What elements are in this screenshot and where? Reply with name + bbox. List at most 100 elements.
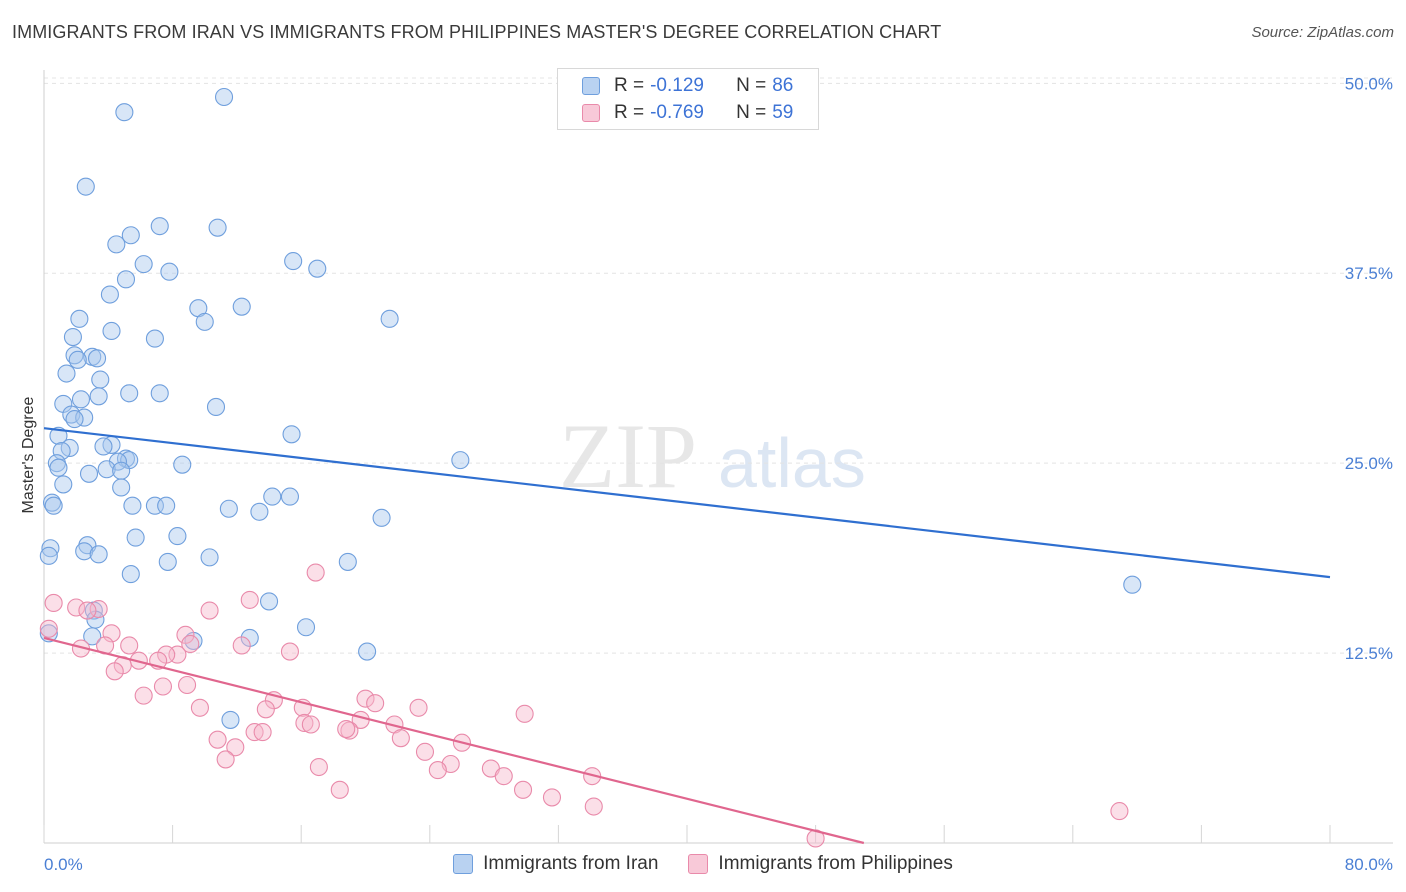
- point-philippines: [176, 625, 195, 644]
- point-iran: [116, 270, 136, 289]
- point-philippines: [409, 698, 428, 717]
- point-iran: [107, 235, 126, 254]
- trendline-iran: [43, 427, 1331, 579]
- point-philippines: [44, 593, 63, 612]
- point-iran: [380, 309, 399, 328]
- point-philippines: [542, 788, 562, 807]
- axis-ticks: 12.5% 25.0% 37.5% 50.0% 0.0% 80.0%: [43, 74, 1393, 874]
- y-axis-label: Master's Degree: [20, 396, 37, 513]
- point-philippines: [1110, 802, 1129, 821]
- point-iran: [41, 539, 60, 558]
- point-iran: [1123, 575, 1142, 594]
- point-iran: [112, 461, 131, 480]
- watermark-zip: ZIP: [559, 405, 697, 507]
- point-philippines: [208, 730, 227, 749]
- point-iran: [150, 217, 169, 236]
- point-philippines: [256, 700, 275, 719]
- point-iran: [123, 496, 142, 515]
- point-iran: [195, 312, 214, 331]
- legend-label-philippines: Immigrants from Philippines: [718, 853, 953, 874]
- point-iran: [280, 487, 299, 506]
- point-iran: [121, 565, 140, 584]
- series-iran-points: [39, 87, 1142, 729]
- point-iran: [134, 255, 153, 274]
- point-iran: [173, 455, 192, 474]
- point-philippines: [301, 715, 320, 734]
- point-philippines: [280, 642, 299, 661]
- point-iran: [70, 309, 89, 328]
- point-iran: [49, 458, 68, 477]
- legend-r-value-philippines: -0.769: [650, 102, 704, 123]
- legend-swatch-iran: [453, 854, 474, 874]
- series-legend: Immigrants from Iran Immigrants from Phi…: [0, 852, 1406, 876]
- point-iran: [63, 328, 82, 347]
- legend-swatch-philippines: [688, 854, 709, 874]
- point-iran: [451, 451, 470, 470]
- point-iran: [57, 364, 76, 383]
- point-philippines: [89, 599, 108, 619]
- point-iran: [160, 262, 179, 281]
- point-iran: [372, 508, 391, 527]
- legend-n-value-iran: 86: [772, 75, 794, 96]
- point-iran: [97, 460, 116, 479]
- point-iran: [71, 390, 91, 409]
- point-iran: [296, 618, 316, 637]
- point-iran: [206, 397, 226, 416]
- point-philippines: [309, 757, 328, 777]
- point-philippines: [366, 694, 385, 713]
- point-iran: [232, 297, 251, 316]
- y-tick-label: 12.5%: [1345, 644, 1393, 663]
- point-iran: [158, 552, 177, 571]
- point-iran: [221, 710, 240, 729]
- point-iran: [102, 321, 121, 341]
- point-iran: [259, 592, 279, 611]
- point-philippines: [232, 636, 251, 655]
- legend-item-iran: Immigrants from Iran: [453, 853, 658, 875]
- point-iran: [79, 464, 99, 483]
- point-philippines: [78, 601, 97, 620]
- point-iran: [83, 627, 102, 646]
- point-philippines: [226, 738, 245, 757]
- point-philippines: [216, 750, 235, 769]
- point-iran: [121, 226, 140, 245]
- legend-n-value-philippines: 59: [772, 102, 794, 123]
- point-iran: [75, 542, 94, 561]
- y-tick-label: 25.0%: [1345, 454, 1393, 473]
- x-tick-label: 0.0%: [44, 855, 83, 874]
- x-tick-label: 80.0%: [1345, 855, 1393, 874]
- point-iran: [120, 384, 139, 403]
- trendline-philippines: [43, 636, 865, 845]
- legend-n-label: N =: [736, 75, 767, 96]
- point-philippines: [240, 590, 259, 609]
- point-philippines: [295, 713, 314, 733]
- trend-lines: [43, 427, 1331, 845]
- chart-title: IMMIGRANTS FROM IRAN VS IMMIGRANTS FROM …: [12, 22, 942, 42]
- point-iran: [54, 475, 73, 494]
- gridlines: [44, 77, 1393, 654]
- point-iran: [214, 87, 234, 107]
- y-tick-label: 37.5%: [1345, 264, 1393, 283]
- point-iran: [75, 408, 94, 427]
- point-philippines: [494, 767, 513, 786]
- point-philippines: [105, 662, 124, 681]
- point-iran: [263, 487, 282, 506]
- point-iran: [44, 496, 63, 515]
- axes: [43, 70, 1393, 844]
- point-philippines: [337, 719, 356, 739]
- legend-swatch-philippines: [582, 104, 600, 122]
- point-iran: [145, 329, 164, 348]
- point-iran: [89, 387, 108, 406]
- legend-r-value-iran: -0.129: [650, 75, 704, 96]
- point-philippines: [253, 723, 272, 742]
- point-iran: [126, 528, 145, 547]
- point-iran: [42, 493, 62, 512]
- point-philippines: [330, 780, 349, 799]
- stats-legend: R = -0.129 N = 86 R = -0.769 N = 59: [557, 68, 819, 130]
- point-philippines: [391, 729, 410, 748]
- point-iran: [358, 642, 377, 661]
- source-label: Source: ZipAtlas.com: [1251, 24, 1394, 41]
- point-philippines: [178, 675, 197, 695]
- point-iran: [284, 252, 303, 271]
- point-philippines: [515, 704, 534, 723]
